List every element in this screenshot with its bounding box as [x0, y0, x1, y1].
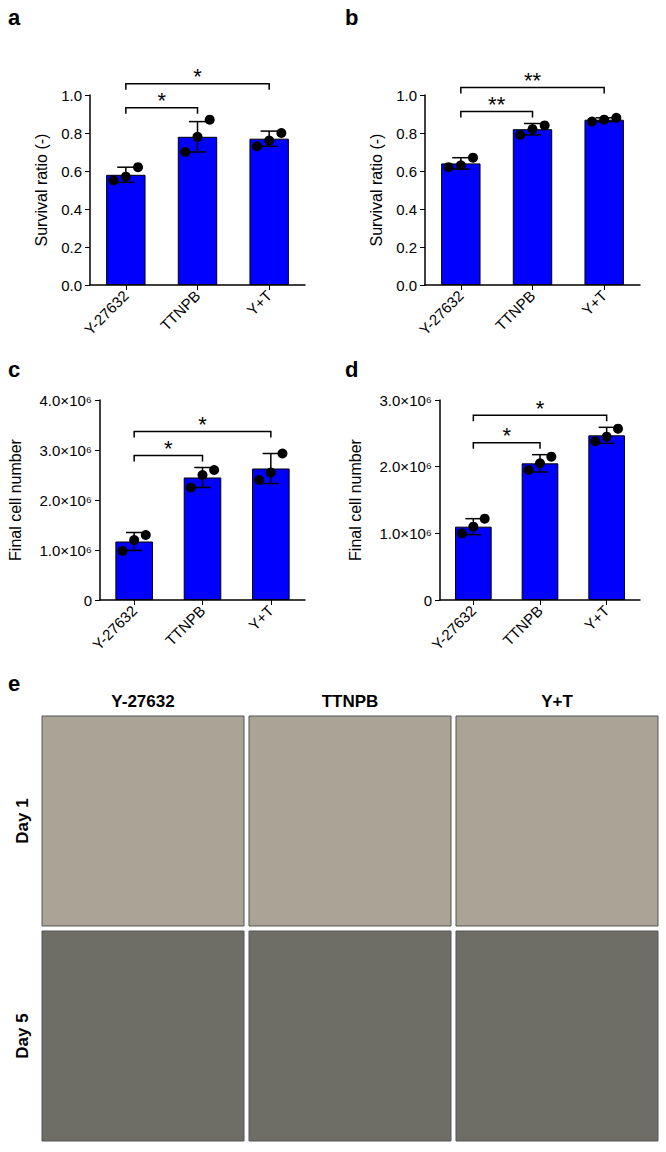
svg-text:c: c — [8, 357, 20, 382]
svg-text:Final cell number: Final cell number — [347, 438, 364, 561]
svg-text:0: 0 — [424, 592, 432, 609]
svg-text:Y+T: Y+T — [581, 602, 613, 634]
svg-text:Y-27632: Y-27632 — [81, 287, 132, 338]
svg-text:*: * — [502, 423, 511, 448]
svg-text:*: * — [536, 396, 545, 421]
svg-text:TTNPB: TTNPB — [492, 287, 539, 334]
svg-text:2.0×10⁶: 2.0×10⁶ — [40, 492, 92, 509]
svg-text:3.0×10⁶: 3.0×10⁶ — [380, 392, 432, 409]
svg-text:*: * — [198, 412, 207, 437]
svg-text:**: ** — [524, 68, 542, 93]
svg-text:1.0×10⁶: 1.0×10⁶ — [40, 542, 92, 559]
svg-text:3.0×10⁶: 3.0×10⁶ — [40, 442, 92, 459]
svg-text:0.6: 0.6 — [396, 163, 417, 180]
svg-text:Y+T: Y+T — [243, 287, 275, 319]
svg-text:Y-27632: Y-27632 — [416, 287, 467, 338]
svg-text:Y+T: Y+T — [578, 287, 610, 319]
svg-text:Survival ratio (-): Survival ratio (-) — [33, 134, 50, 247]
svg-text:TTNPB: TTNPB — [499, 602, 546, 649]
svg-text:*: * — [157, 88, 166, 113]
svg-text:Day 5: Day 5 — [13, 1013, 32, 1058]
svg-text:2.0×10⁶: 2.0×10⁶ — [380, 458, 432, 475]
svg-text:a: a — [8, 5, 21, 30]
svg-text:Final cell number: Final cell number — [7, 438, 24, 561]
svg-text:0.2: 0.2 — [396, 239, 417, 256]
svg-text:*: * — [193, 64, 202, 89]
svg-text:Y+T: Y+T — [245, 602, 277, 634]
svg-text:1.0: 1.0 — [396, 87, 417, 104]
svg-text:4.0×10⁶: 4.0×10⁶ — [40, 392, 92, 409]
svg-text:0: 0 — [84, 592, 92, 609]
svg-text:TTNPB: TTNPB — [322, 692, 379, 711]
svg-text:0.6: 0.6 — [61, 163, 82, 180]
svg-text:0.2: 0.2 — [61, 239, 82, 256]
svg-text:TTNPB: TTNPB — [162, 602, 209, 649]
svg-text:0.4: 0.4 — [61, 201, 82, 218]
svg-text:Survival ratio (-): Survival ratio (-) — [368, 134, 385, 247]
svg-text:0.4: 0.4 — [396, 201, 417, 218]
svg-text:Y+T: Y+T — [541, 692, 573, 711]
svg-text:Y-27632: Y-27632 — [428, 602, 479, 653]
svg-text:**: ** — [488, 92, 506, 117]
svg-text:Y-27632: Y-27632 — [111, 692, 174, 711]
svg-text:e: e — [8, 671, 20, 696]
svg-text:Y-27632: Y-27632 — [89, 602, 140, 653]
svg-text:0.0: 0.0 — [396, 277, 417, 294]
svg-text:*: * — [164, 436, 173, 461]
svg-text:1.0: 1.0 — [61, 87, 82, 104]
svg-text:TTNPB: TTNPB — [157, 287, 204, 334]
svg-text:b: b — [345, 5, 358, 30]
svg-text:0.0: 0.0 — [61, 277, 82, 294]
svg-text:Day 1: Day 1 — [13, 798, 32, 843]
svg-text:0.8: 0.8 — [61, 125, 82, 142]
svg-text:0.8: 0.8 — [396, 125, 417, 142]
svg-text:d: d — [345, 357, 358, 382]
svg-text:1.0×10⁶: 1.0×10⁶ — [380, 525, 432, 542]
